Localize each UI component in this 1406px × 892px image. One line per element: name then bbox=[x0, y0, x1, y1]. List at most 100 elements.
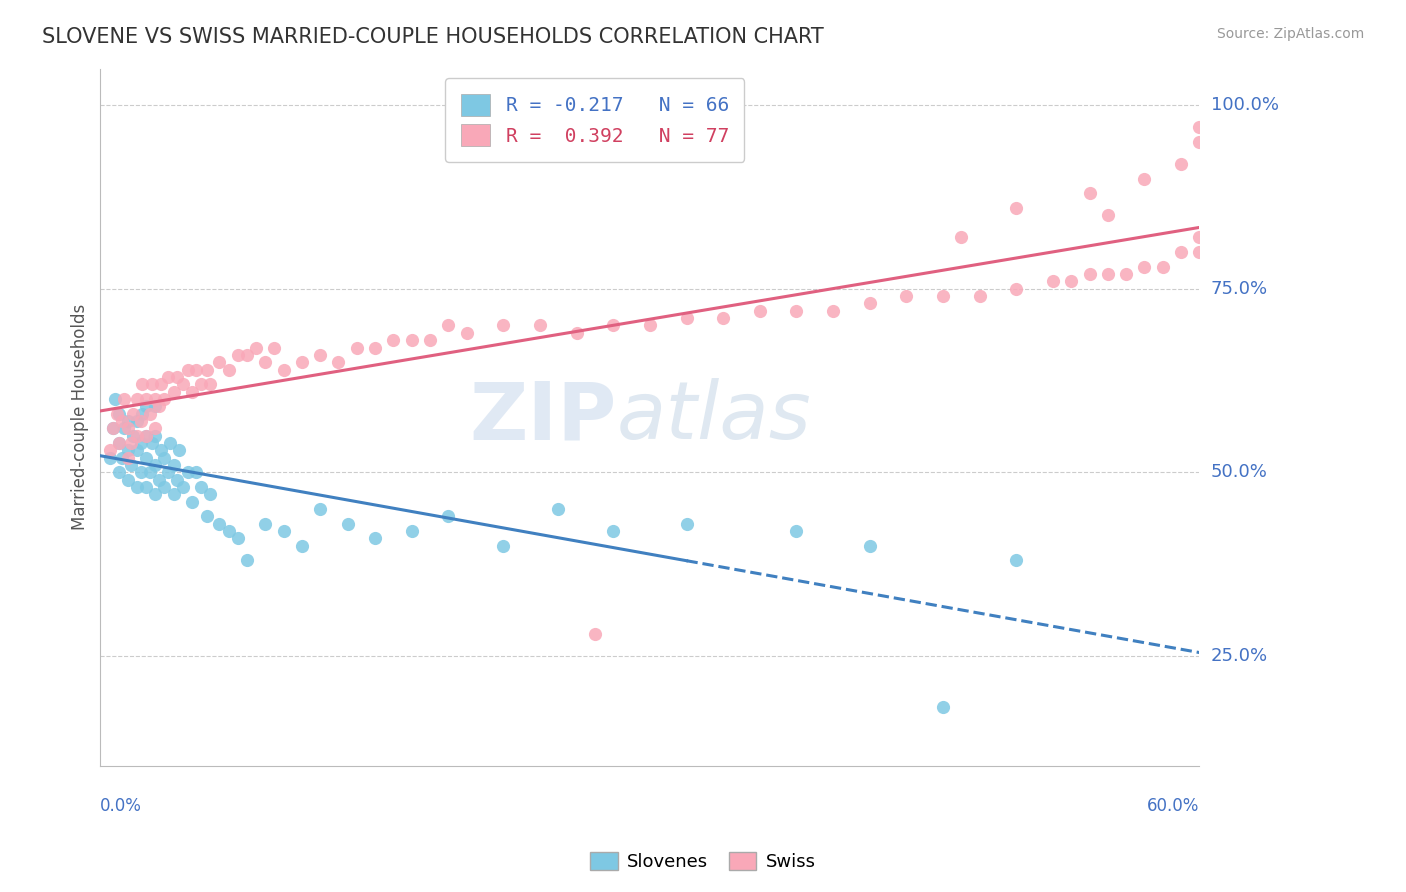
Point bbox=[823, 303, 845, 318]
Point bbox=[112, 392, 135, 406]
Point bbox=[111, 414, 134, 428]
Point bbox=[932, 289, 955, 303]
Point bbox=[167, 443, 190, 458]
Text: ZIP: ZIP bbox=[470, 378, 617, 457]
Point bbox=[273, 524, 295, 538]
Legend: Slovenes, Swiss: Slovenes, Swiss bbox=[583, 845, 823, 879]
Point bbox=[1133, 260, 1156, 274]
Point bbox=[1188, 120, 1211, 135]
Text: 100.0%: 100.0% bbox=[1211, 96, 1278, 114]
Point bbox=[105, 407, 128, 421]
Point bbox=[107, 407, 129, 421]
Point bbox=[135, 392, 157, 406]
Point bbox=[125, 414, 148, 428]
Point bbox=[131, 407, 153, 421]
Point bbox=[200, 377, 222, 392]
Point bbox=[859, 539, 882, 553]
Point bbox=[1188, 245, 1211, 260]
Point bbox=[263, 341, 285, 355]
Point bbox=[129, 436, 152, 450]
Point bbox=[638, 318, 661, 333]
Point bbox=[184, 362, 207, 376]
Text: Source: ZipAtlas.com: Source: ZipAtlas.com bbox=[1216, 27, 1364, 41]
Point bbox=[166, 473, 188, 487]
Point bbox=[143, 458, 166, 472]
Point bbox=[190, 377, 212, 392]
Point bbox=[218, 362, 240, 376]
Point bbox=[218, 524, 240, 538]
Point bbox=[346, 341, 368, 355]
Point bbox=[135, 480, 157, 494]
Point bbox=[153, 480, 176, 494]
Point bbox=[1078, 186, 1101, 201]
Point bbox=[139, 466, 162, 480]
Point bbox=[328, 355, 350, 369]
Point bbox=[111, 450, 134, 465]
Point bbox=[1133, 171, 1156, 186]
Point bbox=[1097, 267, 1119, 281]
Point bbox=[135, 428, 157, 442]
Text: 50.0%: 50.0% bbox=[1211, 463, 1267, 482]
Point bbox=[456, 326, 478, 340]
Point bbox=[254, 355, 277, 369]
Y-axis label: Married-couple Households: Married-couple Households bbox=[72, 304, 89, 531]
Point bbox=[226, 348, 249, 362]
Point bbox=[401, 524, 423, 538]
Point bbox=[565, 326, 588, 340]
Text: 25.0%: 25.0% bbox=[1211, 647, 1268, 665]
Point bbox=[125, 428, 148, 442]
Point bbox=[583, 627, 606, 641]
Point bbox=[382, 333, 405, 347]
Point bbox=[226, 532, 249, 546]
Point bbox=[950, 230, 973, 244]
Point bbox=[1042, 275, 1064, 289]
Point bbox=[602, 524, 624, 538]
Point bbox=[157, 370, 180, 384]
Point bbox=[1188, 230, 1211, 244]
Point bbox=[236, 348, 259, 362]
Point bbox=[236, 553, 259, 567]
Point bbox=[122, 407, 145, 421]
Point bbox=[364, 532, 387, 546]
Point bbox=[1005, 553, 1028, 567]
Point bbox=[121, 458, 143, 472]
Point bbox=[181, 494, 204, 508]
Point bbox=[1152, 260, 1174, 274]
Point bbox=[98, 443, 121, 458]
Point bbox=[157, 466, 180, 480]
Point bbox=[117, 450, 139, 465]
Point bbox=[208, 355, 231, 369]
Point bbox=[309, 348, 332, 362]
Point bbox=[547, 502, 569, 516]
Point bbox=[245, 341, 267, 355]
Point bbox=[932, 700, 955, 714]
Point bbox=[125, 443, 148, 458]
Point bbox=[208, 516, 231, 531]
Point bbox=[162, 458, 184, 472]
Point bbox=[291, 539, 314, 553]
Point bbox=[143, 421, 166, 435]
Point bbox=[117, 414, 139, 428]
Point bbox=[153, 392, 176, 406]
Point bbox=[117, 421, 139, 435]
Point bbox=[437, 509, 460, 524]
Point bbox=[117, 443, 139, 458]
Point bbox=[135, 450, 157, 465]
Point bbox=[711, 311, 734, 326]
Point bbox=[149, 443, 172, 458]
Point bbox=[1005, 201, 1028, 215]
Point bbox=[125, 392, 148, 406]
Point bbox=[1097, 208, 1119, 222]
Point bbox=[177, 362, 200, 376]
Text: SLOVENE VS SWISS MARRIED-COUPLE HOUSEHOLDS CORRELATION CHART: SLOVENE VS SWISS MARRIED-COUPLE HOUSEHOL… bbox=[42, 27, 824, 46]
Point bbox=[98, 450, 121, 465]
Point bbox=[135, 428, 157, 442]
Point bbox=[107, 436, 129, 450]
Point bbox=[143, 428, 166, 442]
Point bbox=[153, 450, 176, 465]
Point bbox=[364, 341, 387, 355]
Point bbox=[149, 377, 172, 392]
Point bbox=[785, 303, 807, 318]
Point bbox=[254, 516, 277, 531]
Point bbox=[162, 487, 184, 501]
